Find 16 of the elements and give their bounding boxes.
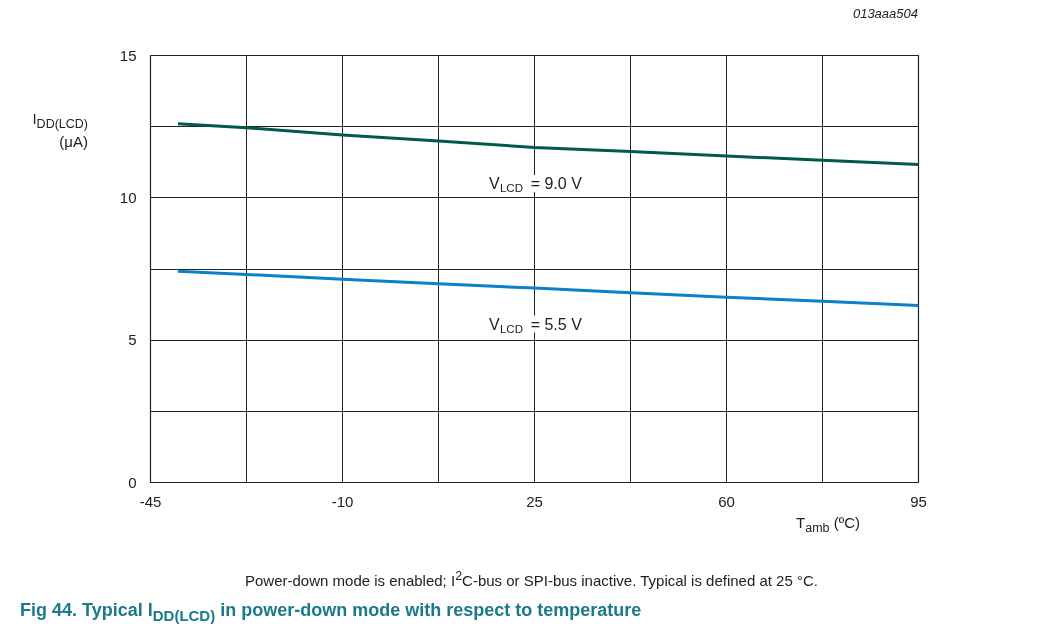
line-series bbox=[176, 269, 919, 307]
x-tick-label: 95 bbox=[910, 492, 927, 510]
x-axis-title: T$_{amb}$ (ºC) bbox=[796, 513, 860, 537]
y-tick-label: 10 bbox=[119, 188, 137, 206]
text: Power-down mode is enabled; I$^{2}$C-bus or SPI-bus inactive. Typical is defined at 25 °C. bbox=[245, 568, 818, 591]
y-tick-label: 0 bbox=[128, 473, 137, 491]
y-tick-label: 15 bbox=[119, 46, 137, 64]
y-tick-label: 5 bbox=[128, 331, 137, 349]
text: Fig 44. Typical I$_{DD(LCD)}$ in power-down mode with respect to temperature bbox=[20, 599, 642, 626]
x-tick-label: -10 bbox=[331, 492, 354, 510]
x-tick-label: 25 bbox=[526, 492, 543, 510]
y-axis-title: I$_{DD(LCD)}$ (μA) bbox=[32, 110, 88, 150]
line-series bbox=[176, 122, 919, 167]
x-tick-label: 60 bbox=[718, 492, 735, 510]
text: 013aaa504 bbox=[852, 5, 918, 23]
x-tick-label: -45 bbox=[139, 492, 162, 510]
